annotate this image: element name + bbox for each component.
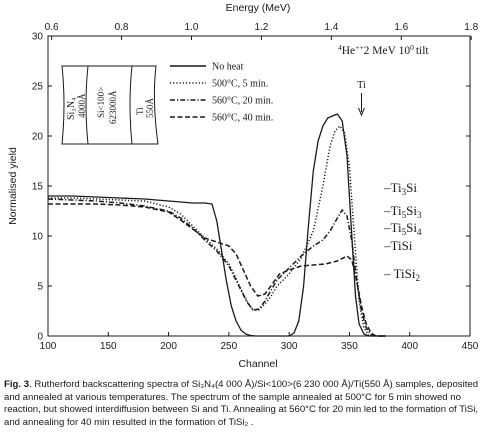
y-tick-label: 10 [32, 232, 44, 243]
phase-label-5: – TiSi2 [383, 266, 420, 283]
y-tick-label: 30 [32, 32, 44, 43]
beam-mass-number: 4 [338, 43, 342, 52]
x-axis-title: Channel [238, 358, 277, 370]
sketch-divider-2 [129, 65, 133, 145]
phase-label-2: –Ti5Si3 [383, 203, 422, 220]
top-tick-label: 1.4 [324, 22, 338, 33]
beam-charge: ++ [355, 43, 363, 52]
x-tick-label: 200 [160, 341, 177, 352]
phase-label-1: –Ti3Si [383, 180, 417, 197]
x-tick-label: 100 [40, 341, 57, 352]
y-axis-title: Normalised yield [7, 147, 19, 225]
top-axis-title: Energy (MeV) [226, 2, 291, 14]
phase-label-sub: 3 [417, 210, 422, 220]
x-tick-label: 350 [341, 341, 358, 352]
legend-label-3: 560°C, 20 min. [212, 96, 273, 107]
y-tick-label: 20 [32, 132, 44, 143]
top-tick-label: 0.8 [115, 22, 129, 33]
phase-labels: –Ti3Si–Ti5Si3–Ti5Si4–TiSi– TiSi2 [383, 180, 422, 283]
ti-surface-marker: Ti [357, 80, 366, 117]
phase-label-text: –Ti [383, 180, 402, 195]
x-tick-label: 400 [401, 341, 418, 352]
phase-label-mid: Si [406, 220, 417, 235]
legend-label-2: 500°C, 5 min. [212, 79, 268, 90]
sketch-layer3-thickness: 550Å [145, 98, 155, 119]
x-tick-label: 150 [100, 341, 117, 352]
x-tick-label: 250 [221, 341, 238, 352]
series-line-2 [48, 125, 386, 337]
sketch-layer3-name: Ti [135, 107, 145, 115]
sketch-layer2-name: Si<100> [96, 87, 106, 118]
y-tick-label: 0 [37, 332, 43, 343]
phase-label-sub: 3 [402, 187, 407, 197]
top-tick-label: 1.2 [254, 22, 268, 33]
caption-text: . Rutherford backscattering spectra of S… [4, 379, 479, 428]
series-line-3 [47, 198, 386, 337]
phase-label-sub: 5 [402, 210, 407, 220]
y-tick-label: 25 [32, 82, 44, 93]
phase-label-text: –Ti [383, 220, 402, 235]
phase-label-4: –TiSi [383, 238, 413, 253]
series-line-1 [48, 113, 386, 337]
beam-degree: 0 [410, 43, 414, 52]
sketch-divider-1 [85, 65, 89, 145]
x-axis: 100 150 200 250 300 350 400 450 [40, 332, 479, 352]
phase-label-text: –TiSi [383, 238, 413, 253]
x-tick-label: 300 [281, 341, 298, 352]
series-line-4 [48, 203, 386, 337]
figure-caption: Fig. 3. Rutherford backscattering spectr… [4, 379, 484, 429]
phase-label-sub: 2 [415, 273, 420, 283]
y-tick-label: 5 [37, 282, 43, 293]
top-axis: 0.40.60.81.01.21.41.61.8 [45, 22, 479, 40]
y-tick-label: 15 [32, 182, 44, 193]
phase-label-text: – TiSi [383, 266, 416, 281]
legend-label-4: 560°C, 40 min. [212, 113, 273, 124]
sample-layer-sketch: Si₃N₄ 4000Å Si<100> 623000Å Ti 550Å [61, 65, 159, 145]
beam-tilt: tilt [416, 45, 430, 57]
legend-label-1: No heat [212, 62, 244, 73]
sketch-layer2-thickness: 623000Å [108, 90, 118, 124]
top-tick-label: 1.6 [394, 22, 408, 33]
phase-label-3: –Ti5Si4 [383, 220, 422, 237]
caption-label: Fig. 3 [4, 379, 30, 390]
phase-label-mid: Si [406, 203, 417, 218]
x-tick-label: 450 [462, 341, 479, 352]
ti-marker-arrowhead [358, 107, 365, 117]
top-tick-label: 1.8 [464, 22, 478, 33]
beam-ion: He [342, 45, 355, 57]
legend: No heat 500°C, 5 min. 560°C, 20 min. 560°C,… [170, 62, 273, 124]
sketch-layer1-thickness: 4000Å [77, 93, 87, 118]
phase-label-mid: Si [406, 180, 417, 195]
sketch-outline [61, 65, 159, 145]
top-tick-label: 1.0 [185, 22, 199, 33]
ti-marker-label: Ti [357, 80, 366, 91]
phase-label-sub: 5 [402, 227, 407, 237]
sketch-layer1-name: Si₃N₄ [66, 97, 77, 120]
beam-annotation: 4He++2 MeV 100 tilt [338, 43, 429, 57]
series-lines [47, 113, 386, 337]
beam-energy: 2 MeV 10 [364, 45, 411, 57]
top-tick-label: 0.6 [45, 22, 59, 33]
rbs-spectrum-chart: Energy (MeV) 0.40.60.81.01.21.41.61.8 10… [7, 2, 479, 370]
phase-label-text: –Ti [383, 203, 402, 218]
phase-label-sub: 4 [417, 227, 422, 237]
